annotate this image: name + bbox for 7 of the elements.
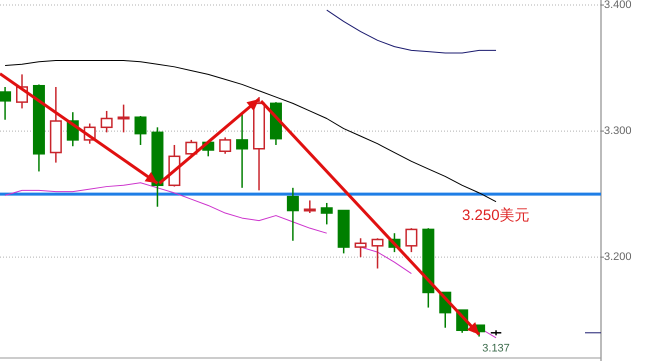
line-series xyxy=(4,60,497,202)
annotation: 3.137 xyxy=(482,342,510,355)
y-tick-label: 3.400 xyxy=(604,0,632,11)
y-tick-label: 3.200 xyxy=(604,251,632,264)
line-series xyxy=(326,10,497,54)
y-tick-label: 3.300 xyxy=(604,125,632,138)
ref-line-label: 3.250美元 xyxy=(462,207,530,224)
